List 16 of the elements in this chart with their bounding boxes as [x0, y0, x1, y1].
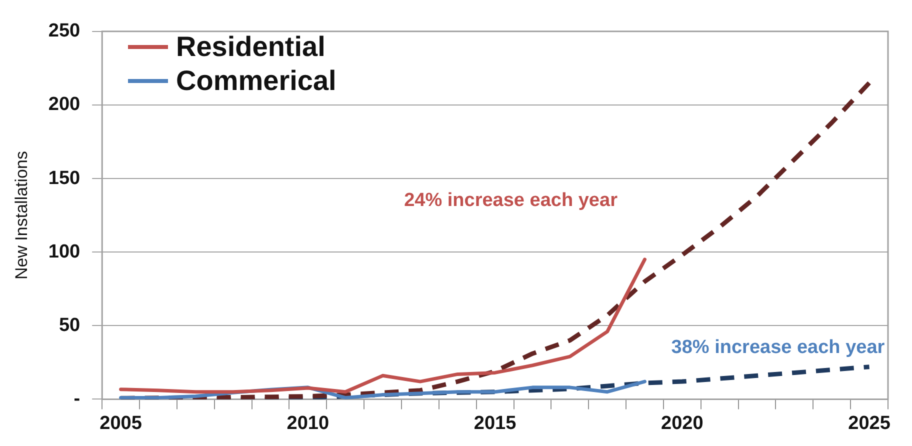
x-tick-label: 2010	[286, 412, 330, 434]
x-tick-label: 2015	[474, 412, 517, 434]
legend-label: Commerical	[176, 64, 336, 98]
x-tick-label: 2025	[848, 412, 891, 434]
y-tick-label: 100	[48, 241, 80, 262]
y-tick-label: 50	[58, 314, 80, 336]
annotation: 38% increase each year	[671, 336, 886, 358]
x-tick-label: 2020	[661, 412, 704, 434]
x-tick-label: 2005	[100, 412, 142, 434]
y-tick-label: 150	[48, 168, 80, 189]
y-axis-title: New Installations	[12, 151, 31, 280]
legend-label: Residential	[176, 30, 326, 64]
annotation: 24% increase each year	[404, 190, 618, 211]
y-tick-label: 200	[48, 94, 80, 116]
y-tick-label: -	[74, 388, 80, 410]
y-tick-label: 250	[48, 20, 80, 42]
